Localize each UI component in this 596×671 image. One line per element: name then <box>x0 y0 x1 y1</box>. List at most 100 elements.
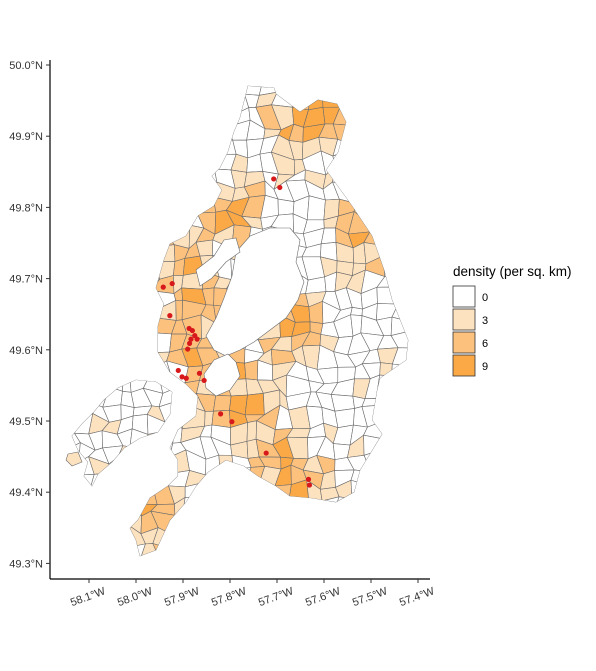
region-cell <box>380 232 401 247</box>
region-cell <box>173 382 187 398</box>
region-cell <box>153 244 176 262</box>
region-cell <box>405 98 408 116</box>
region-cell <box>72 474 79 486</box>
region-cell <box>182 136 202 158</box>
region-cell <box>391 347 408 367</box>
region-cell <box>365 469 387 485</box>
region-cell <box>286 527 311 547</box>
region-cell <box>137 224 161 248</box>
x-tick-label: 57.8°W <box>210 585 249 609</box>
region-cell <box>227 533 250 549</box>
region-cell <box>375 93 398 115</box>
region-cell <box>293 539 311 556</box>
region-cell <box>151 209 169 235</box>
region-cell <box>135 454 152 470</box>
region-cell <box>306 195 326 221</box>
region-cell <box>307 533 325 548</box>
region-cell <box>90 487 109 505</box>
region-cell <box>411 211 428 235</box>
region-cell <box>196 196 217 214</box>
region-cell <box>136 149 160 175</box>
region-cell <box>376 86 396 95</box>
y-tick-label: 49.6°N <box>9 345 43 357</box>
settlement-point <box>183 375 189 381</box>
region-cell <box>211 466 234 489</box>
region-cell <box>272 526 297 547</box>
region-cell <box>184 86 204 100</box>
settlement-point <box>179 374 185 380</box>
region-cell <box>75 380 96 388</box>
region-cell <box>200 119 216 138</box>
region-cell <box>363 434 385 456</box>
legend: density (per sq. km) 0 3 6 9 <box>452 264 572 377</box>
region-cell <box>137 241 161 262</box>
region-cell <box>367 86 383 94</box>
region-cell <box>393 93 408 115</box>
region-cell <box>414 166 431 187</box>
region-cell <box>168 86 190 94</box>
region-cell <box>72 402 81 423</box>
region-cell <box>120 484 139 486</box>
region-cell <box>315 517 337 535</box>
region-cell <box>392 150 408 168</box>
region-cell <box>184 92 204 115</box>
region-cell <box>382 255 402 277</box>
settlement-point <box>167 313 173 319</box>
region-cell <box>272 542 296 556</box>
region-cell <box>362 179 386 205</box>
region-cell <box>182 150 204 174</box>
region-cell <box>409 286 429 310</box>
region-cell <box>130 454 145 473</box>
region-cell <box>286 518 309 535</box>
map-regions <box>65 85 431 557</box>
region-cell <box>406 548 408 556</box>
region-cell <box>94 380 110 388</box>
region-cell <box>165 527 192 551</box>
region-cell <box>381 150 402 174</box>
region-cell <box>75 386 96 405</box>
region-cell <box>411 438 428 451</box>
region-cell <box>216 512 236 536</box>
settlement-point <box>196 370 203 376</box>
region-cell <box>170 140 190 161</box>
region-cell <box>410 330 430 348</box>
settlement-point <box>271 176 277 182</box>
region-cell <box>130 165 142 188</box>
region-cell <box>197 527 218 545</box>
region-cell <box>130 241 146 257</box>
region-cell <box>379 510 401 530</box>
upper-bay <box>195 237 241 287</box>
region-cell <box>361 92 383 115</box>
region-cell <box>106 470 124 486</box>
region-cell <box>211 126 234 141</box>
region-cell <box>165 105 189 129</box>
region-cell <box>135 471 146 486</box>
west-cells <box>72 380 172 505</box>
region-cell <box>242 511 267 535</box>
region-cell <box>410 317 431 336</box>
region-cell <box>230 467 252 489</box>
region-cell <box>392 165 408 187</box>
region-cell <box>211 113 236 130</box>
region-cell <box>333 539 357 556</box>
region-cell <box>130 227 146 244</box>
region-cell <box>345 524 368 550</box>
region-cell <box>120 470 139 486</box>
region-cell <box>405 376 408 393</box>
region-cell <box>171 182 189 202</box>
region-cell <box>405 468 408 485</box>
region-cell <box>316 496 340 521</box>
region-cell <box>215 86 231 94</box>
x-tick-label: 57.4°W <box>398 585 437 609</box>
region-cell <box>406 482 408 503</box>
region-cell <box>349 92 369 115</box>
settlement-point <box>201 377 207 384</box>
region-cell <box>187 170 204 185</box>
region-cell <box>130 255 139 274</box>
region-cell <box>137 105 162 127</box>
region-cell <box>154 86 176 93</box>
settlement-point <box>160 284 166 290</box>
region-cell <box>213 394 232 412</box>
region-cell <box>130 121 146 145</box>
region-cell <box>182 509 203 532</box>
